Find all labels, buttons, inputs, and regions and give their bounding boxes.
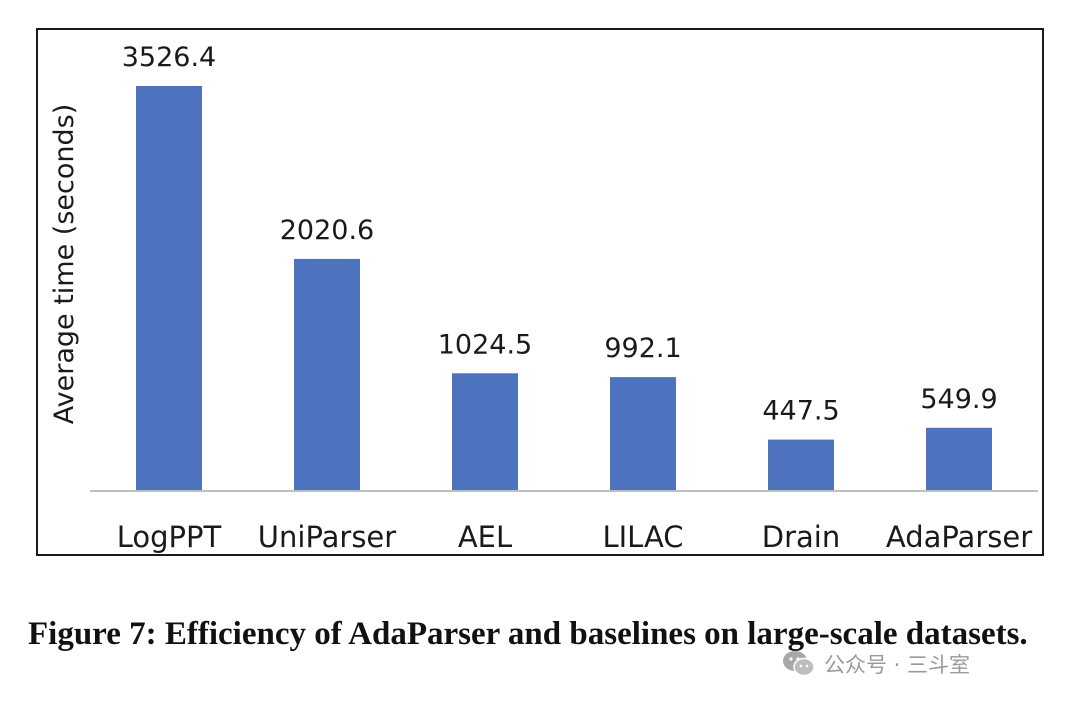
data-label-logppt: 3526.4: [122, 42, 216, 73]
x-tick-label-drain: Drain: [762, 520, 840, 554]
x-tick-label-lilac: LILAC: [602, 520, 683, 554]
data-label-uniparser: 2020.6: [280, 215, 374, 246]
data-label-adaparser: 549.9: [920, 384, 997, 415]
data-label-lilac: 992.1: [604, 333, 681, 364]
bar-drain: [768, 439, 834, 491]
data-label-ael: 1024.5: [438, 329, 532, 360]
bar-logppt: [136, 86, 202, 491]
bar-uniparser: [294, 258, 360, 491]
bar-lilac: [610, 377, 676, 491]
bar-chart: 3526.4 LogPPT 2020.6 UniParser 1024.5 AEL 992.…: [49, 42, 1038, 554]
watermark: 公众号 · 三斗室: [782, 646, 970, 682]
x-tick-label-uniparser: UniParser: [258, 520, 396, 554]
x-tick-label-adaparser: AdaParser: [886, 520, 1032, 554]
y-axis-label: Average time (seconds): [49, 104, 80, 424]
bar-adaparser: [926, 427, 992, 491]
bar-ael: [452, 373, 518, 491]
bars-group: [136, 86, 992, 491]
figure-caption: Figure 7: Efficiency of AdaParser and ba…: [28, 616, 1028, 652]
x-tick-label-ael: AEL: [458, 520, 512, 554]
labels-group: 3526.4 LogPPT 2020.6 UniParser 1024.5 AEL 992.…: [117, 42, 1032, 554]
wechat-icon: [783, 651, 815, 677]
watermark-text: 公众号 · 三斗室: [824, 653, 971, 677]
data-label-drain: 447.5: [762, 396, 839, 427]
chart-frame: 3526.4 LogPPT 2020.6 UniParser 1024.5 AEL 992.…: [36, 28, 1044, 556]
x-tick-label-logppt: LogPPT: [117, 520, 222, 554]
